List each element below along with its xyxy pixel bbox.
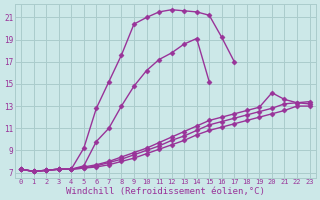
X-axis label: Windchill (Refroidissement éolien,°C): Windchill (Refroidissement éolien,°C): [66, 187, 265, 196]
